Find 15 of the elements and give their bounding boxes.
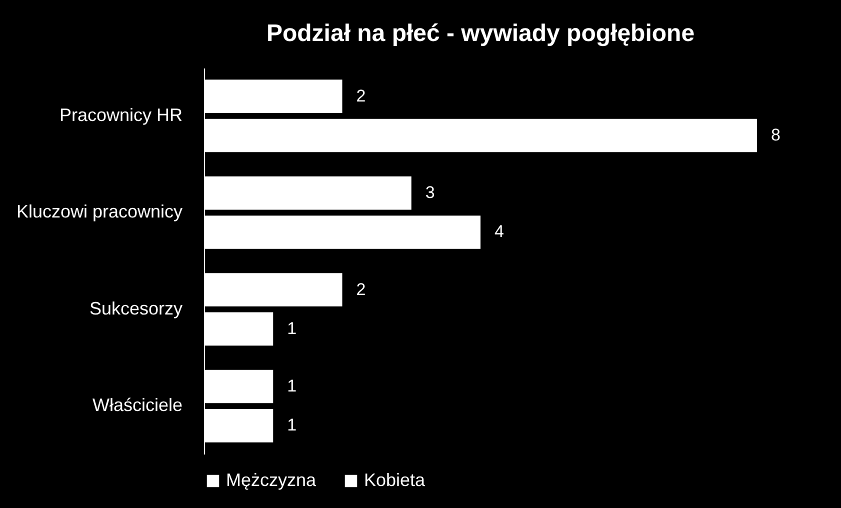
data-label: 1: [287, 376, 297, 396]
data-label: 8: [771, 125, 780, 144]
data-label: 3: [425, 183, 435, 202]
data-label: 1: [287, 416, 297, 435]
data-label: 2: [356, 280, 366, 299]
chart-title: Podział na płeć - wywiady pogłębione: [266, 20, 695, 47]
y-tick-label: Sukcesorzy: [89, 298, 182, 318]
data-label: 1: [287, 318, 297, 338]
data-label: 4: [494, 222, 504, 242]
y-tick-label: Właściciele: [92, 395, 182, 416]
legend-label: Mężczyzna: [226, 470, 318, 490]
y-tick-label: Pracownicy HR: [59, 104, 182, 125]
legend-label: Kobieta: [364, 470, 426, 490]
data-label: 2: [356, 86, 366, 106]
y-tick-label: Kluczowi pracownicy: [16, 202, 182, 222]
